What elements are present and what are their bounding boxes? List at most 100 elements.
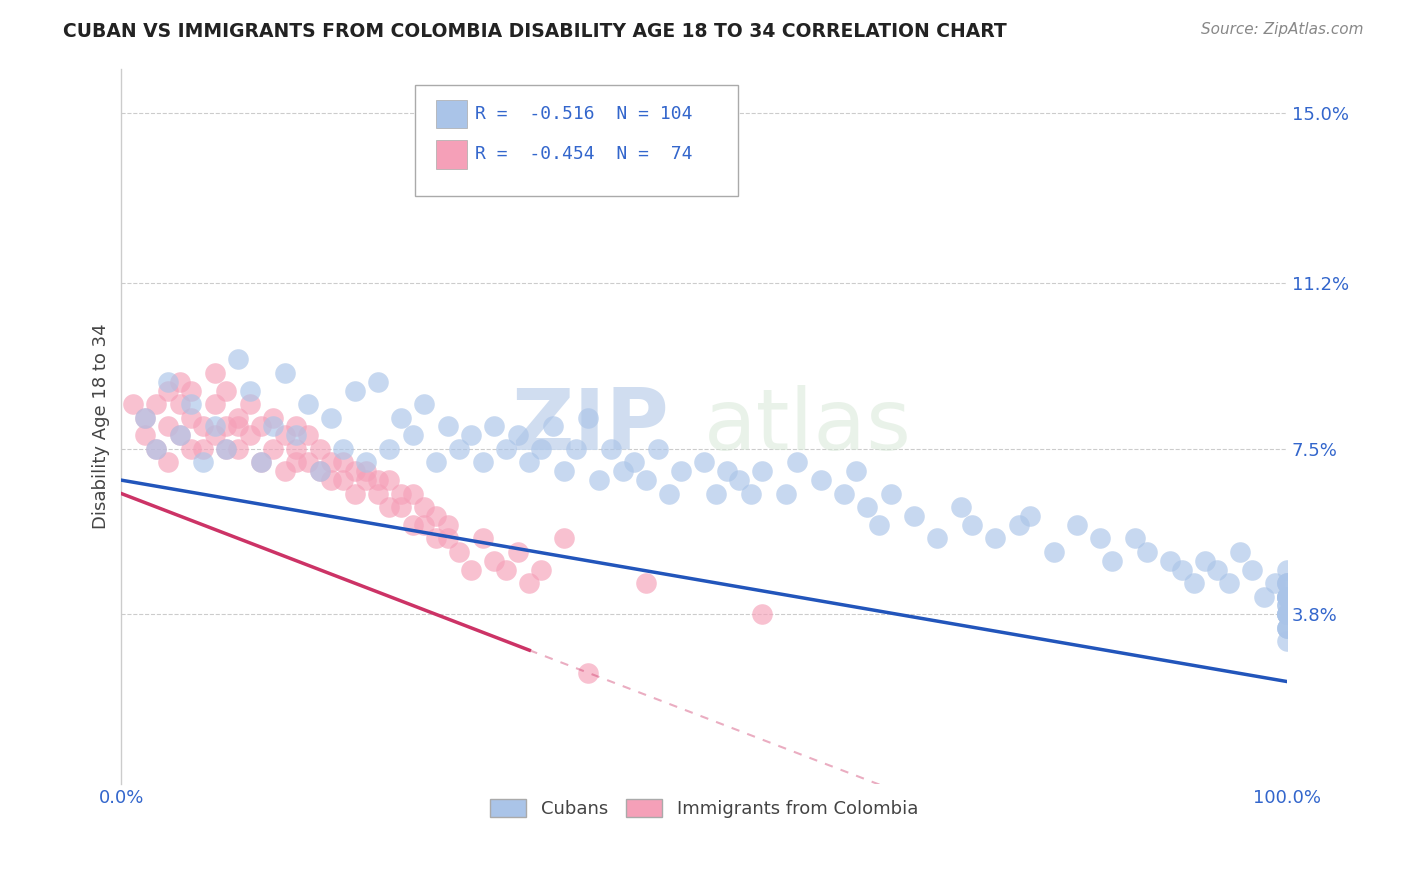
Point [693,455,716,469]
Point [297,397,319,411]
Point [180,384,202,398]
Point [285,455,308,469]
Point [623,455,645,469]
Point [262,419,284,434]
Point [634,576,657,591]
Point [436,517,458,532]
Point [354,473,377,487]
Point [751,464,773,478]
Point [389,500,412,514]
Point [367,486,389,500]
Point [250,455,273,469]
Point [413,517,436,532]
Point [1123,532,1146,546]
Point [262,410,284,425]
Point [599,442,621,456]
Point [215,384,238,398]
Point [1275,607,1298,622]
Point [716,464,738,478]
Point [239,384,262,398]
Point [1194,554,1216,568]
Point [495,563,517,577]
Point [367,375,389,389]
Point [484,554,506,568]
Point [134,410,156,425]
Point [879,486,901,500]
Point [378,442,401,456]
Legend: Cubans, Immigrants from Colombia: Cubans, Immigrants from Colombia [484,792,925,825]
Point [1275,590,1298,604]
Point [308,442,330,456]
Point [413,397,436,411]
Text: atlas: atlas [704,385,912,468]
Point [1275,621,1298,635]
Point [169,397,191,411]
Point [273,464,295,478]
Point [122,397,145,411]
Point [1275,599,1298,613]
Point [191,455,214,469]
Point [191,419,214,434]
Point [1275,607,1298,622]
Point [226,419,249,434]
Point [402,486,425,500]
Point [157,455,180,469]
Point [204,397,226,411]
Point [1171,563,1194,577]
Point [250,455,273,469]
Point [1275,590,1298,604]
Point [647,442,669,456]
Point [285,428,308,442]
Text: ZIP: ZIP [512,385,669,468]
Point [960,517,983,532]
Point [332,455,354,469]
Point [343,464,366,478]
Point [308,464,330,478]
Point [984,532,1007,546]
Point [530,442,553,456]
Point [949,500,972,514]
Point [1264,576,1286,591]
Point [1275,563,1298,577]
Point [297,455,319,469]
Text: R =  -0.516  N = 104: R = -0.516 N = 104 [475,105,693,123]
Point [1066,517,1088,532]
Point [226,410,249,425]
Point [810,473,832,487]
Point [1275,621,1298,635]
Point [471,455,494,469]
Point [1206,563,1229,577]
Point [145,442,167,456]
Point [425,455,447,469]
Point [262,442,284,456]
Point [1136,545,1159,559]
Point [449,545,471,559]
Point [215,419,238,434]
Point [191,442,214,456]
Point [389,486,412,500]
Point [180,410,202,425]
Point [856,500,879,514]
Point [402,428,425,442]
Point [308,464,330,478]
Point [226,442,249,456]
Point [1275,621,1298,635]
Point [332,473,354,487]
Point [868,517,890,532]
Point [1008,517,1031,532]
Point [460,563,482,577]
Point [378,500,401,514]
Point [273,428,295,442]
Point [134,410,156,425]
Point [157,419,180,434]
Point [226,352,249,367]
Point [1101,554,1123,568]
Point [1275,590,1298,604]
Point [669,464,692,478]
Point [413,500,436,514]
Point [1042,545,1064,559]
Point [506,545,529,559]
Point [553,464,575,478]
Point [704,486,727,500]
Point [1218,576,1240,591]
